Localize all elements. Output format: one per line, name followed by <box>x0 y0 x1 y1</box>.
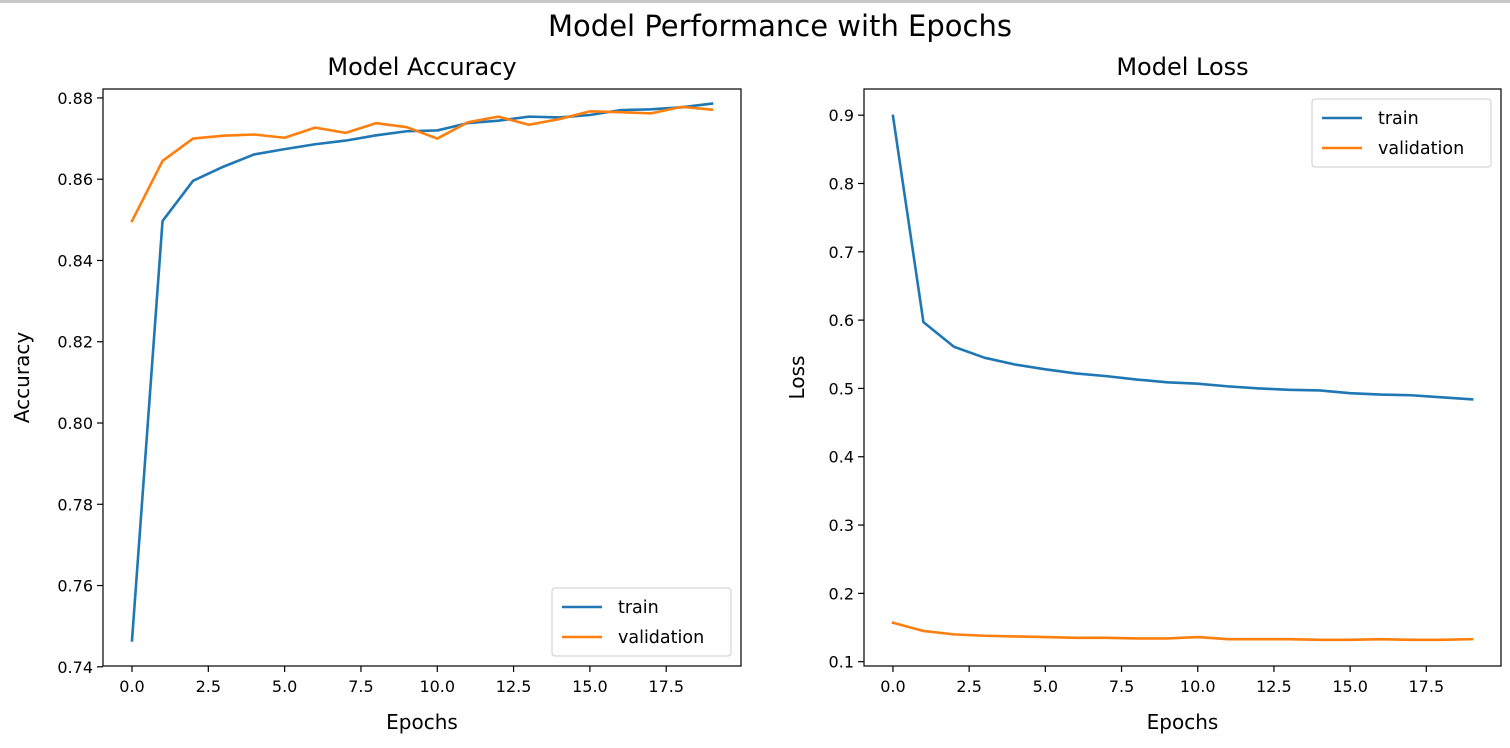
accuracy-y-tick-label: 0.82 <box>57 333 93 352</box>
loss-x-tick-label: 12.5 <box>1256 677 1292 696</box>
accuracy-x-tick-label: 10.0 <box>419 677 455 696</box>
loss-y-tick-label: 0.9 <box>829 106 854 125</box>
loss-y-tick-label: 0.3 <box>829 516 854 535</box>
loss-x-tick-label: 2.5 <box>956 677 981 696</box>
accuracy-panel: Model Accuracy 0.0 2.5 5.0 7.5 10.0 12.5 15.0 17… <box>10 53 742 734</box>
loss-y-tick-label: 0.4 <box>829 448 854 467</box>
accuracy-series-train <box>130 102 714 642</box>
loss-y-tick-label: 0.8 <box>829 174 854 193</box>
accuracy-x-axis-label: Epochs <box>386 710 458 734</box>
loss-x-tick-label: 7.5 <box>1109 677 1134 696</box>
accuracy-x-tick-label: 7.5 <box>348 677 373 696</box>
loss-x-tick-label: 10.0 <box>1180 677 1216 696</box>
loss-chart-title: Model Loss <box>1116 53 1248 81</box>
loss-y-tick-label: 0.2 <box>829 584 854 603</box>
loss-x-tick-label: 17.5 <box>1409 677 1445 696</box>
accuracy-x-tick-label: 17.5 <box>648 677 684 696</box>
loss-legend: train validation <box>1311 98 1492 168</box>
window-top-border <box>0 0 1510 3</box>
accuracy-y-tick-label: 0.84 <box>57 251 93 270</box>
accuracy-y-tick-label: 0.80 <box>57 414 93 433</box>
loss-y-tick-label: 0.1 <box>829 653 854 672</box>
accuracy-x-tick-label: 12.5 <box>496 677 532 696</box>
loss-legend-label-train: train <box>1378 109 1419 129</box>
accuracy-y-tick-label: 0.74 <box>57 658 93 677</box>
loss-x-axis-label: Epochs <box>1147 710 1219 734</box>
loss-x-tick-label: 0.0 <box>880 677 905 696</box>
accuracy-legend-box <box>551 587 732 657</box>
accuracy-y-tick-label: 0.76 <box>57 577 93 596</box>
loss-x-tick-label: 15.0 <box>1332 677 1368 696</box>
accuracy-y-axis-label: Accuracy <box>10 332 34 423</box>
loss-series-validation <box>891 621 1474 642</box>
accuracy-x-tick-label: 5.0 <box>272 677 297 696</box>
accuracy-legend: train validation <box>551 587 732 657</box>
loss-legend-label-validation: validation <box>1378 139 1464 159</box>
loss-series-train <box>891 114 1474 401</box>
accuracy-plot-frame <box>102 88 742 667</box>
loss-panel: Model Loss 0.0 2.5 5.0 7.5 10.0 12.5 15.0 17.5 0.… <box>785 53 1502 734</box>
loss-y-tick-label: 0.7 <box>829 243 854 262</box>
accuracy-legend-label-validation: validation <box>618 628 704 648</box>
accuracy-y-tick-label: 0.86 <box>57 170 93 189</box>
accuracy-x-tick-label: 15.0 <box>572 677 608 696</box>
loss-y-tick-label: 0.5 <box>829 379 854 398</box>
accuracy-x-tick-label: 0.0 <box>119 677 144 696</box>
accuracy-legend-label-train: train <box>618 598 659 618</box>
accuracy-y-tick-label: 0.88 <box>57 89 93 108</box>
loss-x-tick-label: 5.0 <box>1033 677 1058 696</box>
loss-y-axis-label: Loss <box>785 356 809 400</box>
loss-legend-box <box>1311 98 1492 168</box>
loss-y-tick-label: 0.6 <box>829 311 854 330</box>
accuracy-chart-title: Model Accuracy <box>327 53 516 81</box>
accuracy-x-tick-label: 2.5 <box>196 677 221 696</box>
figure-title: Model Performance with Epochs <box>548 9 1012 43</box>
accuracy-series-validation <box>130 105 714 223</box>
loss-plot-frame <box>863 88 1502 667</box>
accuracy-y-tick-label: 0.78 <box>57 495 93 514</box>
